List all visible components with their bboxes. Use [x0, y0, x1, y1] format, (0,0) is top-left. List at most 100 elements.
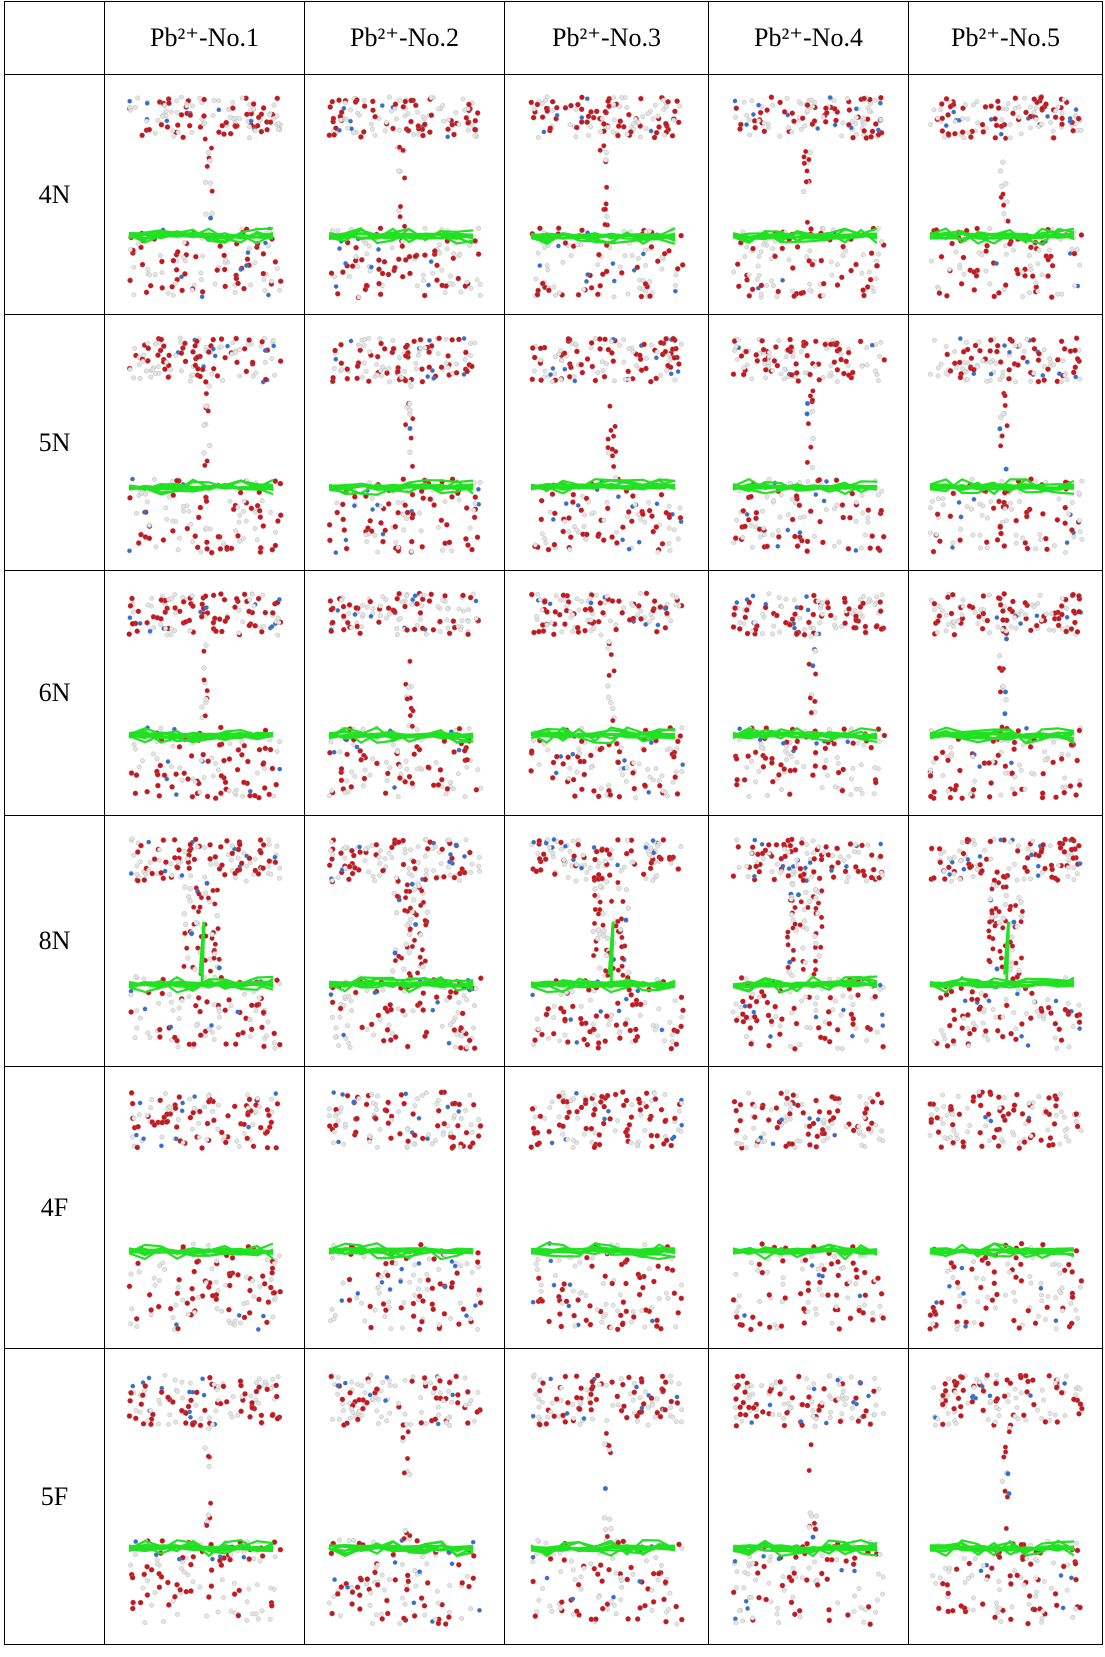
- atom: [622, 865, 626, 869]
- atom: [813, 1001, 817, 1005]
- atom: [208, 968, 213, 973]
- atom: [407, 407, 412, 412]
- atom: [869, 128, 874, 133]
- atom: [475, 277, 479, 281]
- atom: [846, 854, 850, 858]
- atom: [776, 772, 781, 777]
- atom: [158, 122, 163, 127]
- atom: [560, 592, 565, 597]
- atom: [424, 632, 428, 636]
- atom: [411, 858, 416, 863]
- atom: [578, 1016, 583, 1021]
- atom: [774, 294, 778, 298]
- atom: [1010, 786, 1014, 790]
- atom: [463, 115, 468, 120]
- atom: [585, 272, 589, 276]
- atom: [266, 243, 270, 247]
- atom: [752, 837, 756, 841]
- atom: [195, 544, 200, 549]
- atom: [642, 782, 647, 787]
- atom: [997, 665, 1002, 670]
- atom: [744, 244, 748, 248]
- atom: [566, 875, 570, 879]
- atom: [131, 375, 135, 379]
- atom: [257, 514, 262, 519]
- atom: [466, 127, 470, 131]
- atom: [734, 756, 739, 761]
- atom: [987, 281, 991, 285]
- atom: [345, 125, 349, 129]
- atom: [409, 780, 414, 785]
- snapshot-cell: [305, 315, 505, 571]
- atom: [878, 508, 883, 513]
- atom: [392, 950, 397, 955]
- atom: [859, 364, 863, 368]
- atom: [871, 867, 876, 872]
- atom: [553, 354, 557, 358]
- atom: [402, 908, 407, 913]
- atom: [995, 624, 999, 628]
- atom: [605, 98, 610, 103]
- atom: [813, 958, 818, 963]
- atom: [207, 443, 212, 448]
- atom: [781, 741, 785, 745]
- atom: [1059, 115, 1064, 120]
- atom: [789, 129, 793, 133]
- atom: [562, 240, 567, 245]
- atom: [873, 624, 878, 629]
- atom: [364, 988, 368, 992]
- atom: [733, 115, 737, 119]
- atom: [220, 378, 224, 382]
- atom: [556, 243, 560, 247]
- atom: [655, 622, 659, 626]
- atom: [241, 286, 246, 291]
- atom: [599, 786, 603, 790]
- atom: [341, 106, 345, 110]
- atom: [1053, 794, 1058, 799]
- column-header: Pb²⁺-No.5: [909, 2, 1103, 75]
- atom: [766, 1043, 771, 1048]
- atom: [962, 360, 966, 364]
- atom: [332, 274, 336, 278]
- atom: [604, 184, 609, 189]
- atom: [676, 536, 680, 540]
- atom: [653, 103, 657, 107]
- atom: [566, 776, 570, 780]
- atom: [840, 766, 845, 771]
- atom: [593, 947, 598, 952]
- atom: [200, 253, 204, 257]
- atom: [857, 787, 861, 791]
- atom: [338, 117, 342, 121]
- atom: [850, 119, 854, 123]
- atom: [540, 114, 545, 119]
- atom: [384, 370, 389, 375]
- atom: [650, 529, 655, 534]
- atom: [563, 844, 567, 848]
- atom: [631, 760, 635, 764]
- atom: [652, 598, 657, 603]
- atom: [807, 899, 812, 904]
- atom: [936, 496, 940, 500]
- atom: [471, 507, 475, 511]
- atom: [597, 600, 602, 605]
- atom: [537, 263, 541, 267]
- atom: [205, 150, 210, 155]
- atom: [1012, 615, 1016, 619]
- atom: [805, 401, 810, 406]
- atom: [327, 793, 331, 797]
- atom: [424, 872, 428, 876]
- atom: [811, 850, 815, 854]
- atom: [338, 342, 343, 347]
- atom: [859, 271, 863, 275]
- atom: [752, 874, 756, 878]
- atom: [763, 367, 768, 372]
- atom: [190, 287, 194, 291]
- atom: [329, 99, 334, 104]
- atom: [187, 628, 191, 632]
- atom: [996, 595, 1001, 600]
- atom: [755, 277, 759, 281]
- atom: [823, 758, 827, 762]
- atom: [209, 1023, 213, 1027]
- atom: [932, 338, 936, 342]
- snapshot-cell: [709, 315, 909, 571]
